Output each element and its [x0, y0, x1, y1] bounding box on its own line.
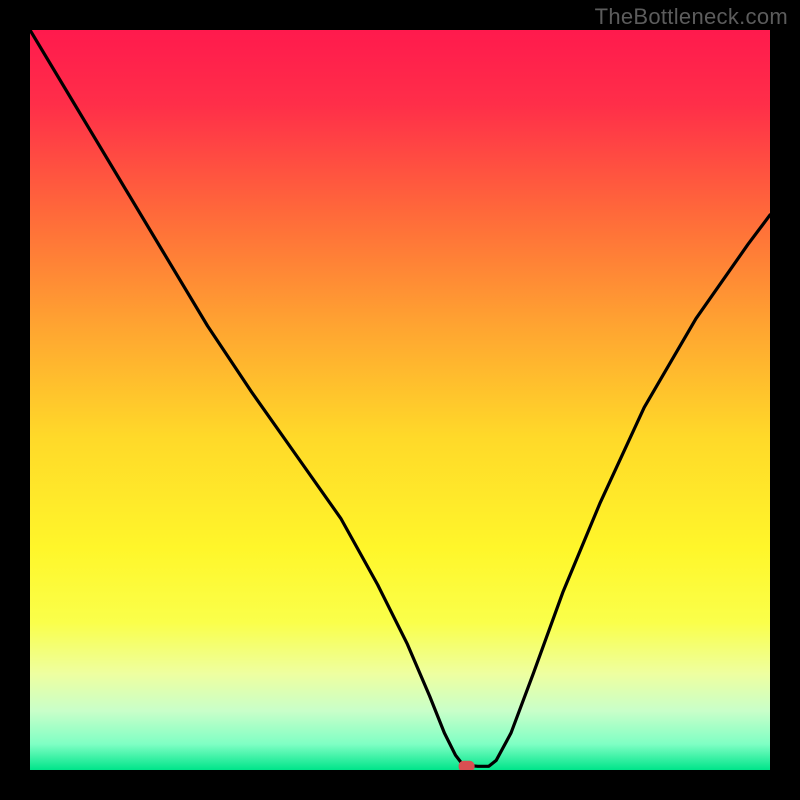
optimum-marker	[459, 761, 475, 772]
chart-stage: TheBottleneck.com	[0, 0, 800, 800]
gradient-background	[30, 30, 770, 770]
bottleneck-chart	[0, 0, 800, 800]
watermark-text: TheBottleneck.com	[595, 4, 788, 30]
